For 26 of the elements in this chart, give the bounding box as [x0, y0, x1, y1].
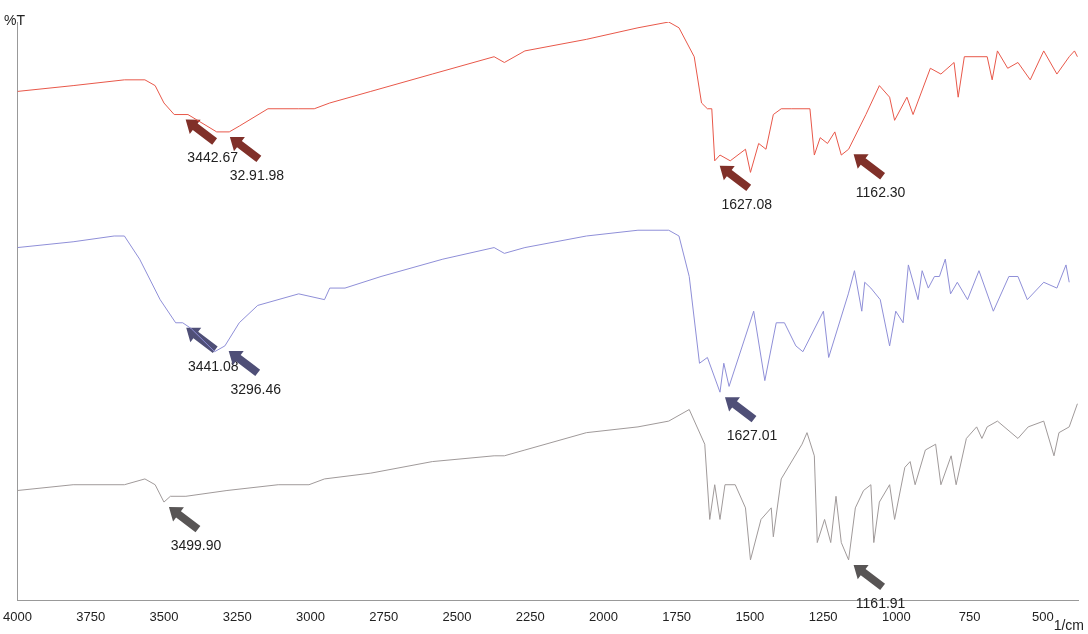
annotation: 3441.08 — [187, 357, 239, 374]
y-axis-title: %T — [4, 11, 26, 28]
x-tick-label: 3000 — [295, 608, 325, 624]
annotation: 1627.01 — [726, 427, 778, 444]
x-tick-label: 1500 — [735, 608, 765, 624]
annotation: 3499.90 — [170, 536, 222, 553]
x-tick-label: 1250 — [808, 608, 838, 624]
x-axis-title: 1/cm — [1053, 616, 1084, 633]
annotation: 1627.08 — [721, 195, 773, 212]
x-tick-label: 2500 — [442, 608, 472, 624]
annotation: 32.91.98 — [229, 166, 285, 183]
annotation: 1162.30 — [855, 184, 906, 201]
x-tick-label: 750 — [958, 608, 981, 624]
x-tick-label: 1000 — [881, 608, 911, 624]
annotation: 1161.91 — [855, 594, 906, 611]
x-tick-label: 3500 — [149, 608, 179, 624]
x-tick-label: 2250 — [515, 608, 545, 624]
x-tick-label: 1750 — [662, 608, 692, 624]
x-tick-label: 2750 — [369, 608, 399, 624]
x-tick-label: 2000 — [588, 608, 618, 624]
annotation: 3442.67 — [187, 149, 239, 166]
x-tick-label: 3250 — [222, 608, 252, 624]
x-tick-label: 3750 — [76, 608, 106, 624]
x-tick-label: 500 — [1031, 608, 1054, 624]
annotation: 3296.46 — [230, 380, 282, 397]
x-tick-label: 4000 — [3, 608, 32, 624]
